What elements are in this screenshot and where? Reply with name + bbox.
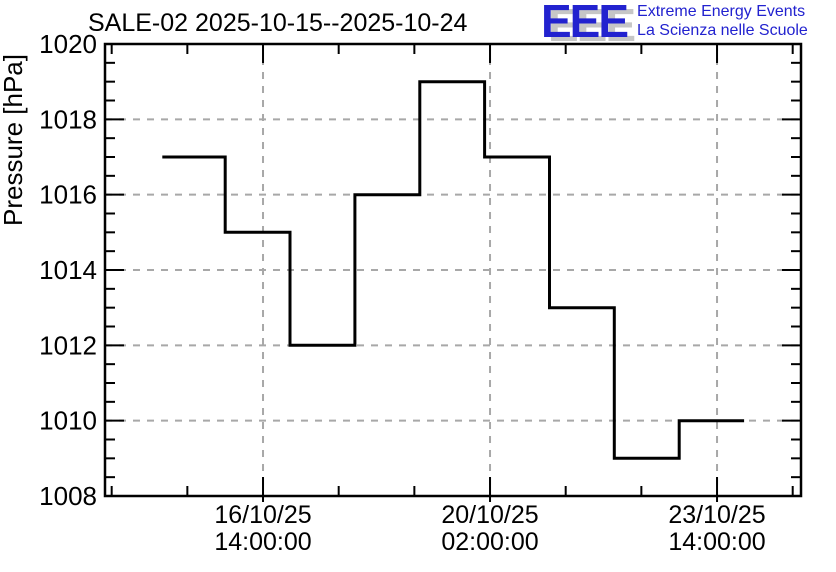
y-tick-label: 1020 [39,29,97,59]
x-tick-label-date: 16/10/25 [214,501,311,529]
eee-logo: EEE Extreme Energy Events La Scienza nel… [541,0,808,47]
x-tick-label-time: 14:00:00 [214,528,311,556]
y-tick-label: 1014 [39,255,97,285]
x-tick-label-date: 23/10/25 [668,501,765,529]
eee-logo-line2: La Scienza nelle Scuole [637,21,808,39]
y-tick-label: 1016 [39,180,97,210]
y-tick-label: 1010 [39,406,97,436]
y-tick-label: 1008 [39,481,97,511]
x-tick-label-date: 20/10/25 [441,501,538,529]
x-tick-label-time: 02:00:00 [441,528,538,556]
x-tick-label-time: 14:00:00 [668,528,765,556]
chart-title: SALE-02 2025-10-15--2025-10-24 [88,9,468,37]
pressure-step-line [162,80,745,460]
eee-logo-acronym: EEE [541,0,629,47]
y-tick-label: 1018 [39,104,97,134]
y-axis-title: Pressure [hPa] [0,54,28,226]
eee-logo-line1: Extreme Energy Events [637,3,806,20]
y-tick-label: 1012 [39,330,97,360]
eee-logo-text: Extreme Energy Events La Scienza nelle S… [637,3,808,40]
